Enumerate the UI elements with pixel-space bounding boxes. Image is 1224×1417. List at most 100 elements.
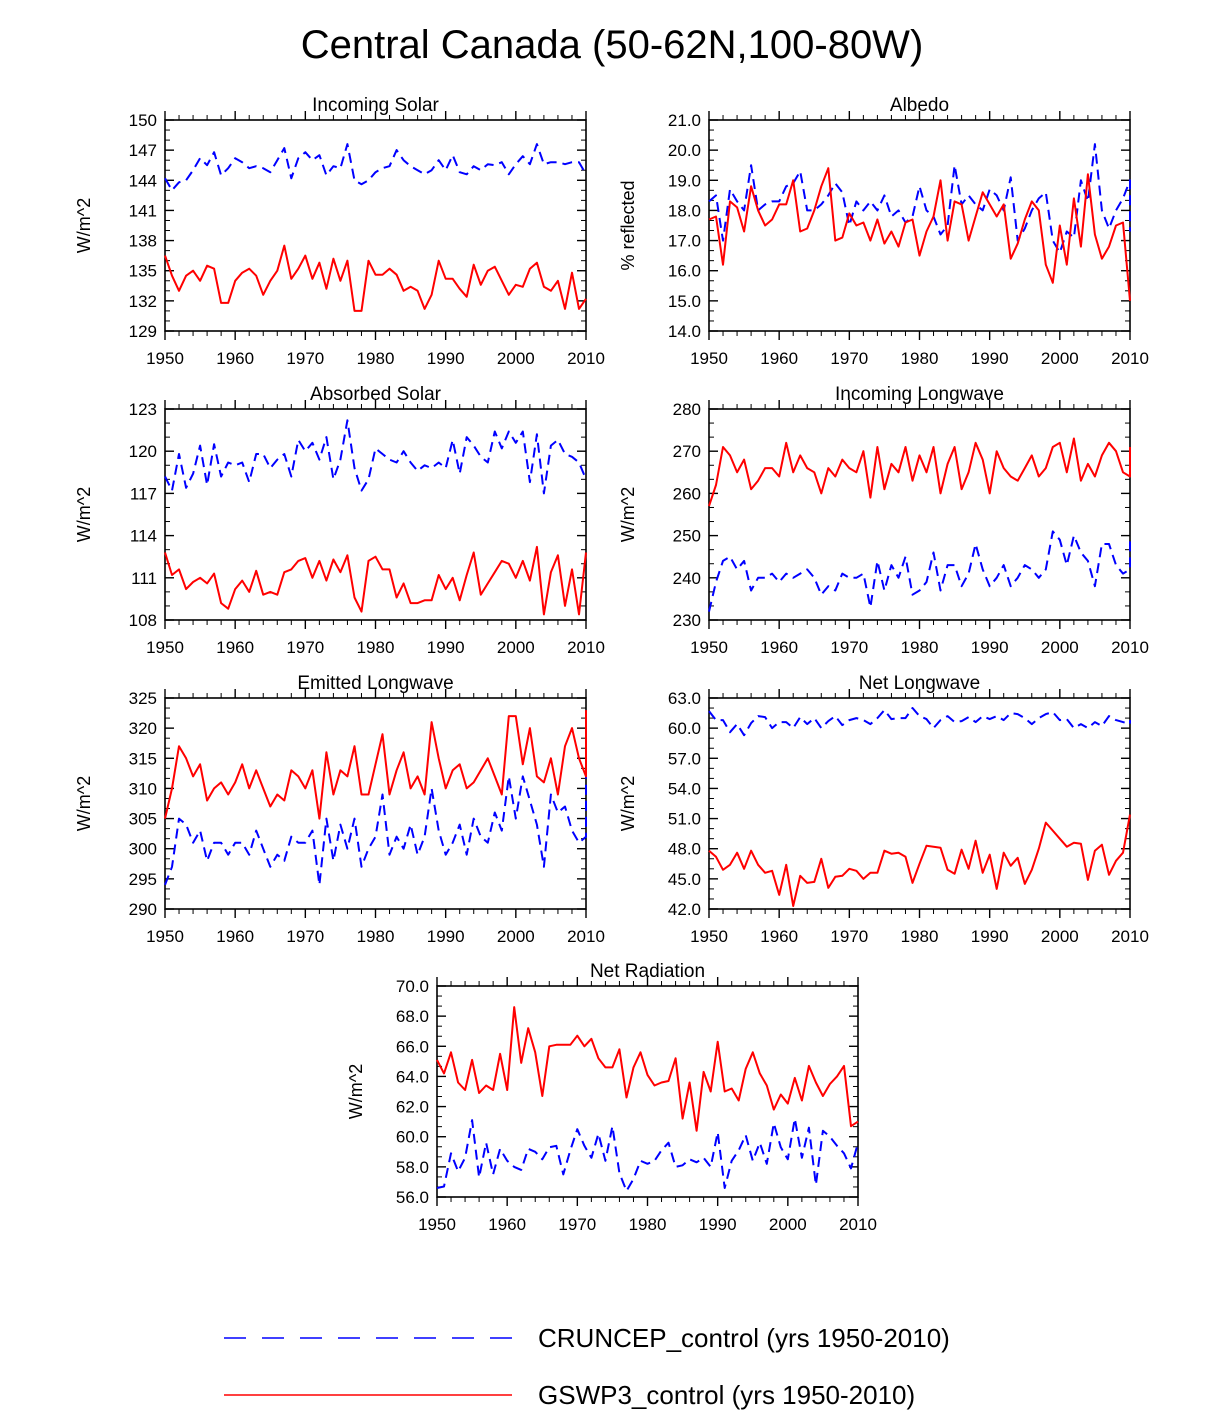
y-tick-label: 260 (673, 484, 701, 503)
x-tick-label: 2010 (1111, 349, 1149, 368)
y-tick-label: 138 (129, 232, 157, 251)
y-tick-label: 111 (131, 569, 157, 588)
y-tick-label: 58.0 (396, 1158, 429, 1177)
panel-title: Albedo (890, 95, 949, 116)
series-line-cruncep (436, 1117, 859, 1192)
legend-item-cruncep: CRUNCEP_control (yrs 1950-2010) (224, 1323, 950, 1353)
x-tick-label: 1950 (418, 1215, 456, 1234)
plot-frame (708, 119, 1131, 332)
y-tick-label: 64.0 (396, 1067, 429, 1086)
y-tick-label: 315 (129, 749, 157, 768)
x-tick-label: 1970 (286, 349, 324, 368)
x-tick-label: 2010 (839, 1215, 877, 1234)
x-tick-label: 1980 (901, 927, 939, 946)
x-tick-label: 2000 (1041, 638, 1079, 657)
panel-title: Incoming Longwave (835, 384, 1004, 405)
series-line-gswp3 (164, 710, 587, 820)
y-tick-label: 295 (129, 870, 157, 889)
y-tick-label: 18.0 (668, 201, 701, 220)
y-axis-label: % reflected (618, 180, 638, 270)
x-tick-label: 1970 (286, 927, 324, 946)
page-title: Central Canada (50-62N,100-80W) (301, 23, 924, 67)
y-tick-label: 70.0 (396, 977, 429, 996)
panel-incoming-solar: Incoming Solar W/m^2 150 147 144 141 138 135 132… (74, 95, 605, 368)
y-tick-label: 114 (130, 527, 157, 546)
y-axis-label: W/m^2 (346, 1064, 366, 1119)
y-tick-label: 19.0 (668, 171, 701, 190)
plot-frame (164, 119, 587, 332)
y-tick-label: 147 (129, 141, 157, 160)
y-tick-label: 150 (129, 111, 157, 130)
series-line-cruncep (164, 419, 587, 495)
y-tick-label: 20.0 (668, 141, 701, 160)
plot-frame (708, 697, 1131, 910)
panel-title: Emitted Longwave (297, 673, 453, 694)
x-tick-label: 2000 (497, 638, 535, 657)
plot-frame (164, 697, 587, 910)
panel-title: Net Radiation (590, 961, 705, 982)
series-line-gswp3 (164, 244, 587, 312)
y-tick-label: 240 (673, 569, 701, 588)
y-tick-label: 230 (673, 611, 701, 630)
x-tick-label: 2010 (1111, 638, 1149, 657)
x-tick-label: 2000 (1041, 349, 1079, 368)
y-tick-label: 250 (673, 527, 701, 546)
x-tick-label: 1950 (690, 349, 728, 368)
x-tick-label: 1970 (830, 638, 868, 657)
y-tick-label: 68.0 (396, 1007, 429, 1026)
series-line-cruncep (708, 707, 1131, 737)
y-axis-label: W/m^2 (74, 776, 94, 831)
y-tick-label: 310 (129, 779, 157, 798)
x-tick-label: 1950 (146, 349, 184, 368)
y-axis-label: W/m^2 (74, 198, 94, 253)
panel-albedo: Albedo % reflected 21.0 20.0 19.0 18.0 17.0 16.… (618, 95, 1149, 368)
x-tick-label: 1970 (830, 927, 868, 946)
y-axis-label: W/m^2 (74, 487, 94, 542)
y-tick-label: 15.0 (668, 292, 701, 311)
y-tick-label: 280 (673, 400, 701, 419)
series-line-gswp3 (708, 814, 1131, 907)
legend-label: GSWP3_control (yrs 1950-2010) (538, 1380, 915, 1410)
y-tick-label: 135 (129, 262, 157, 281)
x-tick-label: 1990 (427, 349, 465, 368)
x-tick-label: 1950 (146, 927, 184, 946)
x-tick-label: 2000 (1041, 927, 1079, 946)
x-tick-label: 1960 (216, 349, 254, 368)
x-tick-label: 2010 (567, 638, 605, 657)
x-tick-label: 1980 (901, 638, 939, 657)
legend: CRUNCEP_control (yrs 1950-2010) GSWP3_con… (224, 1323, 950, 1410)
y-tick-label: 42.0 (668, 900, 701, 919)
x-tick-label: 1980 (357, 638, 395, 657)
x-tick-label: 1970 (558, 1215, 596, 1234)
plot-frame (708, 408, 1131, 621)
x-tick-label: 1980 (357, 349, 395, 368)
x-tick-label: 1990 (427, 638, 465, 657)
y-tick-label: 56.0 (396, 1188, 429, 1207)
y-axis-label: W/m^2 (618, 487, 638, 542)
panel-title: Absorbed Solar (310, 384, 442, 405)
x-tick-label: 1960 (488, 1215, 526, 1234)
y-axis-label: W/m^2 (618, 776, 638, 831)
x-tick-label: 1960 (760, 638, 798, 657)
x-tick-label: 1960 (216, 638, 254, 657)
series-line-gswp3 (436, 1006, 859, 1132)
plot-frame (164, 408, 587, 621)
series-line-cruncep (708, 530, 1131, 612)
series-line-cruncep (708, 143, 1131, 254)
y-tick-label: 120 (129, 442, 157, 461)
y-tick-label: 325 (129, 689, 157, 708)
panel-net-radiation: Net Radiation W/m^2 70.0 68.0 66.0 64.0 62.0 60… (346, 961, 877, 1234)
series-line-gswp3 (708, 437, 1131, 507)
x-tick-label: 2010 (567, 349, 605, 368)
x-tick-label: 1950 (146, 638, 184, 657)
series-line-cruncep (164, 143, 587, 192)
y-tick-label: 144 (129, 171, 157, 190)
series-line-cruncep (164, 770, 587, 886)
series-line-gswp3 (164, 545, 587, 616)
x-tick-label: 1960 (760, 349, 798, 368)
y-tick-label: 57.0 (668, 749, 701, 768)
y-tick-label: 60.0 (668, 719, 701, 738)
panel-net-longwave: Net Longwave W/m^2 63.0 60.0 57.0 54.0 51.0 48.… (618, 673, 1149, 946)
legend-label: CRUNCEP_control (yrs 1950-2010) (538, 1323, 950, 1353)
